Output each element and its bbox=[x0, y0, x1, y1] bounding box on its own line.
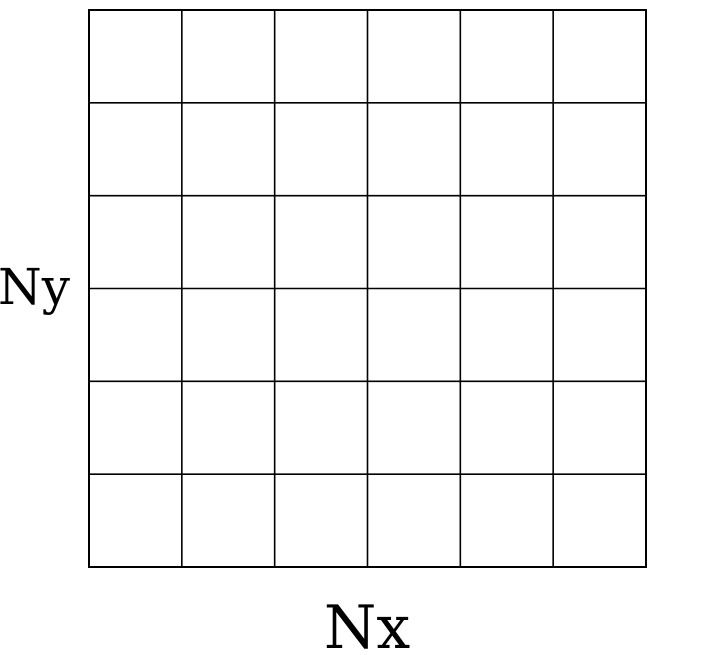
x-axis-label: Nx bbox=[324, 593, 411, 655]
grid-lines bbox=[89, 10, 646, 567]
y-axis-label: Ny bbox=[0, 258, 71, 316]
